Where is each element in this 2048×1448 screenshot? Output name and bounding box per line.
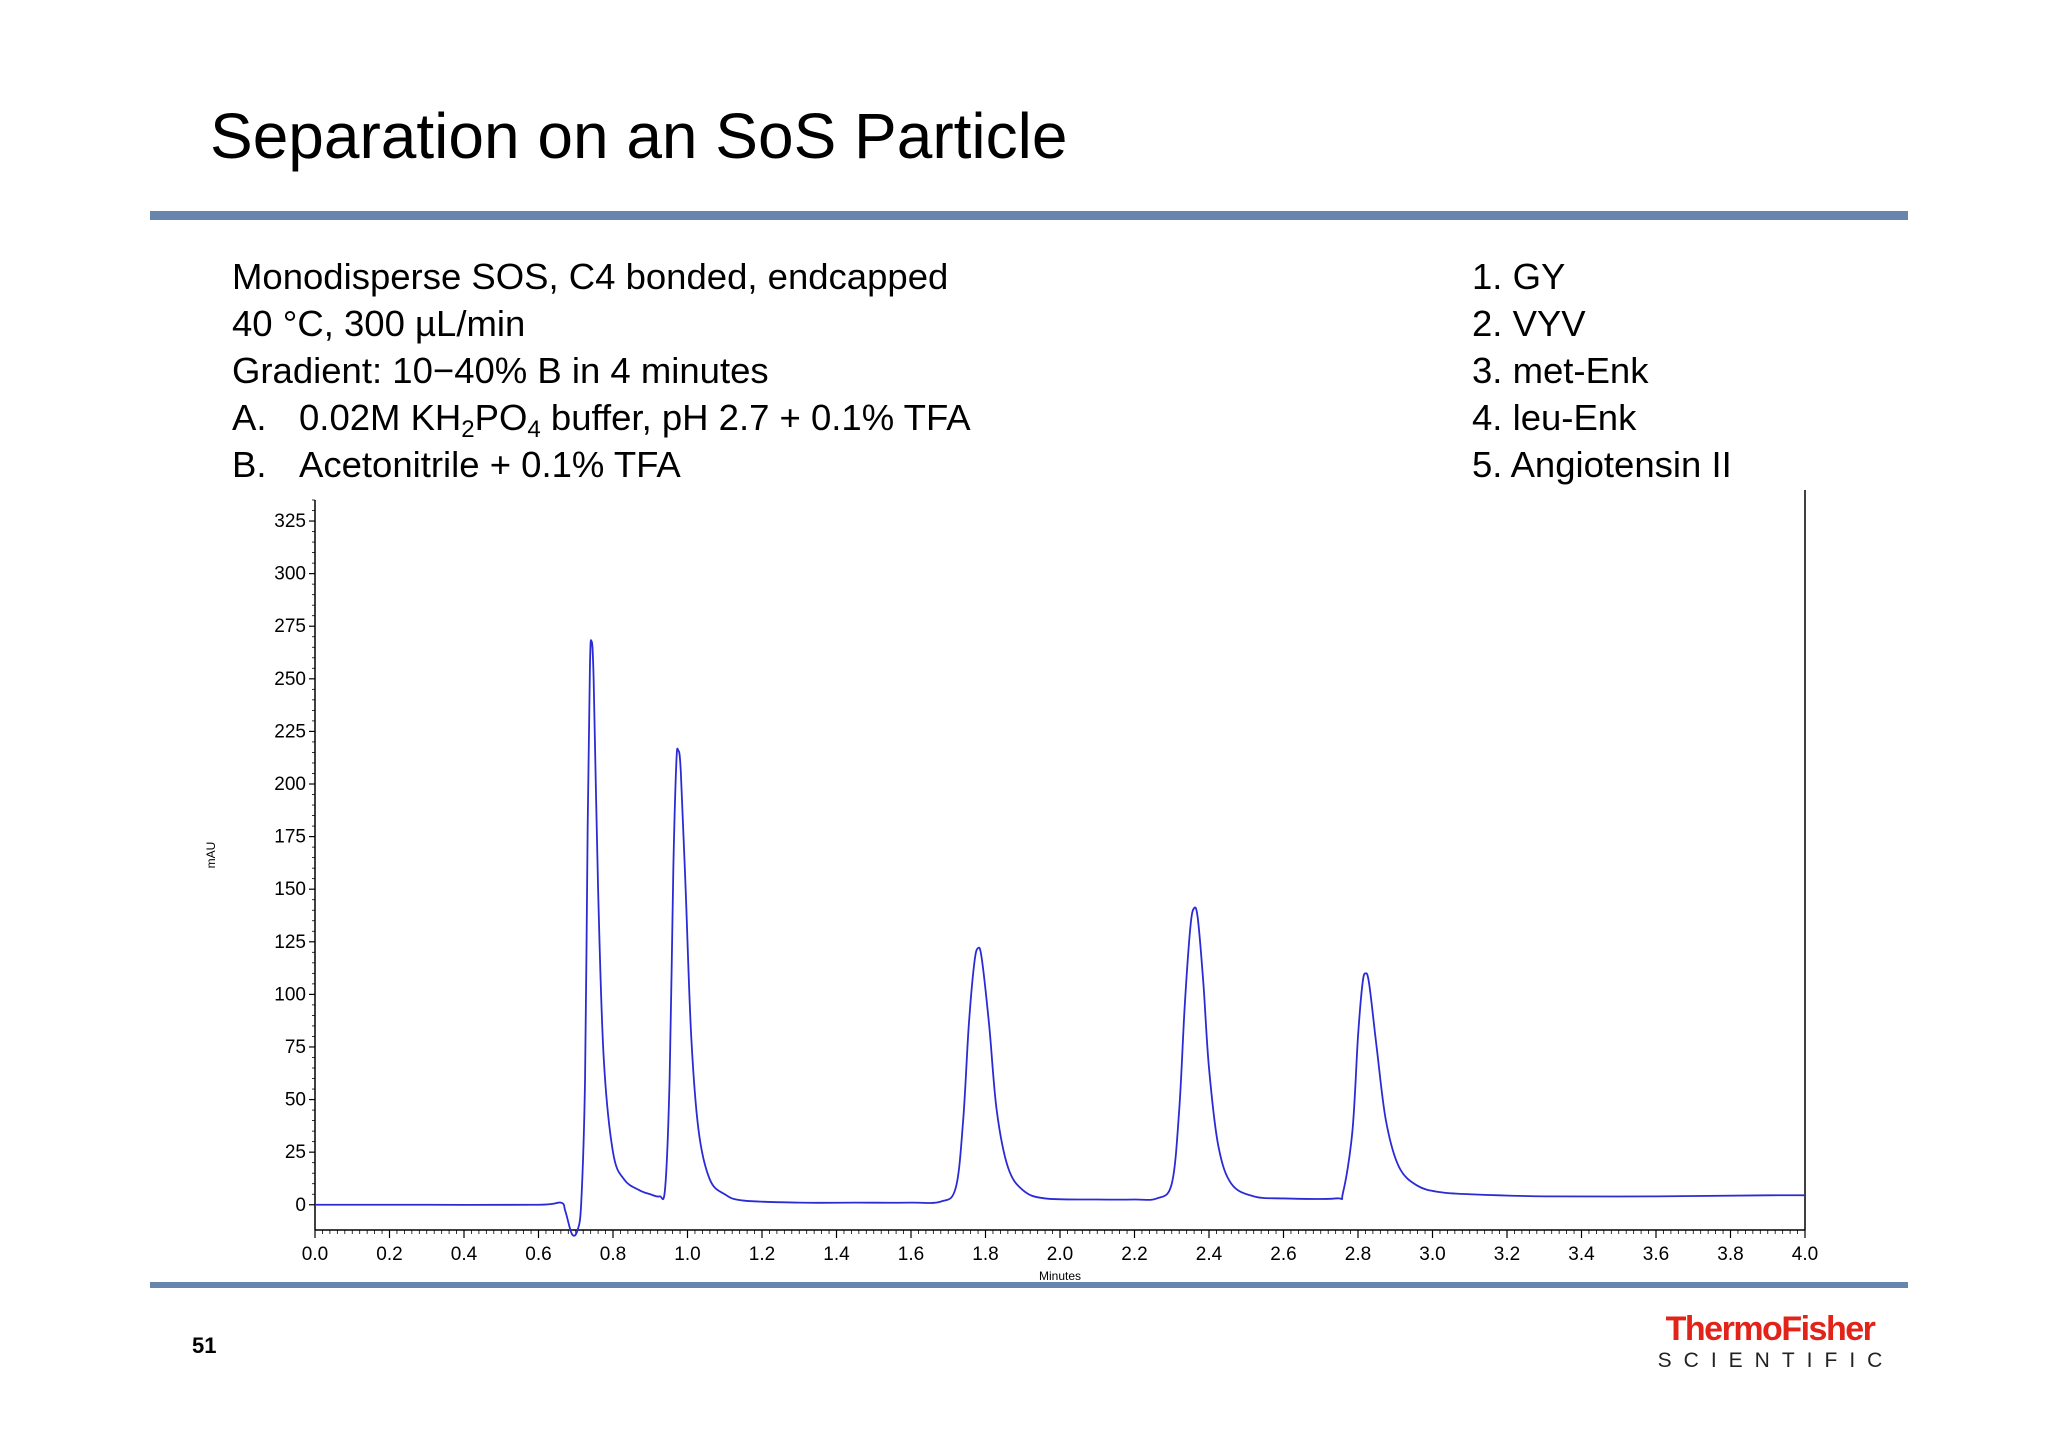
y-tick-label: 325 bbox=[274, 511, 306, 532]
x-tick-label: 0.4 bbox=[451, 1244, 478, 1265]
chromatogram-trace bbox=[314, 639, 1806, 1237]
y-tick-label: 25 bbox=[285, 1142, 306, 1163]
logo-wordmark: ThermoFisher bbox=[1665, 1310, 1876, 1348]
x-tick-label: 0.2 bbox=[376, 1244, 402, 1265]
y-tick-label: 125 bbox=[274, 932, 306, 953]
title-divider bbox=[150, 211, 1908, 220]
peak-list-item: 4. leu-Enk bbox=[1472, 397, 1637, 438]
x-tick-label: 2.2 bbox=[1121, 1244, 1147, 1265]
x-tick-label: 3.0 bbox=[1419, 1244, 1445, 1265]
method-conditions: Monodisperse SOS, C4 bonded, endcapped 4… bbox=[232, 253, 971, 488]
y-tick-label: 0 bbox=[295, 1195, 306, 1216]
page-number: 51 bbox=[192, 1333, 217, 1358]
peak-list-item: 1. GY bbox=[1472, 256, 1566, 297]
temperature-flow-rate: 40 °C, 300 µL/min bbox=[232, 303, 526, 344]
x-tick-label: 1.2 bbox=[749, 1244, 775, 1265]
mobile-phase-a-text-1: 0.02M KH bbox=[299, 397, 462, 438]
y-tick-label: 175 bbox=[274, 827, 306, 848]
x-tick-label: 2.4 bbox=[1196, 1244, 1223, 1265]
y-tick-label: 100 bbox=[274, 984, 306, 1005]
y-tick-label: 150 bbox=[274, 879, 306, 900]
x-tick-label: 1.8 bbox=[972, 1244, 998, 1265]
mobile-phase-a-letter: A. bbox=[232, 397, 267, 438]
mobile-phase-a-text-2: PO bbox=[474, 397, 528, 438]
mobile-phase-a-sub-2: 4 bbox=[527, 416, 541, 443]
peak-identification-list: 1. GY 2. VYV 3. met-Enk 4. leu-Enk 5. An… bbox=[1472, 253, 1732, 488]
x-tick-label: 2.8 bbox=[1345, 1244, 1371, 1265]
peak-list-item: 5. Angiotensin II bbox=[1472, 444, 1732, 485]
x-tick-label: 4.0 bbox=[1792, 1244, 1818, 1265]
x-tick-label: 1.4 bbox=[823, 1244, 850, 1265]
y-tick-label: 75 bbox=[285, 1037, 306, 1058]
mobile-phase-a-sub-1: 2 bbox=[461, 416, 475, 443]
x-tick-label: 0.0 bbox=[302, 1244, 328, 1265]
x-tick-label: 2.0 bbox=[1047, 1244, 1073, 1265]
company-logo: ThermoFisher SCIENTIFIC bbox=[1650, 1312, 1890, 1371]
footer-divider bbox=[150, 1282, 1908, 1288]
x-tick-label: 1.0 bbox=[674, 1244, 700, 1265]
column-description: Monodisperse SOS, C4 bonded, endcapped bbox=[232, 256, 949, 297]
x-tick-label: 2.6 bbox=[1270, 1244, 1296, 1265]
y-tick-label: 225 bbox=[274, 721, 306, 742]
x-tick-label: 3.8 bbox=[1717, 1244, 1743, 1265]
chromatogram-chart: 0.0 0.2 0.4 0.6 0.8 1.0 1.2 1.4 1.6 1.8 2.0 2.2 2.4 2… bbox=[204, 490, 1818, 1280]
mobile-phase-a: A. 0.02M KH2PO4 buffer, pH 2.7 + 0.1% TFA bbox=[232, 394, 971, 443]
x-tick-label: 0.6 bbox=[525, 1244, 551, 1265]
y-tick-label: 275 bbox=[274, 616, 306, 637]
x-tick-label: 1.6 bbox=[898, 1244, 924, 1265]
y-axis-label: mAU bbox=[204, 842, 218, 869]
x-tick-label: 0.8 bbox=[600, 1244, 626, 1265]
y-tick-label: 300 bbox=[274, 564, 306, 585]
mobile-phase-b-text: Acetonitrile + 0.1% TFA bbox=[299, 444, 681, 485]
y-tick-label: 200 bbox=[274, 774, 306, 795]
slide-title: Separation on an SoS Particle bbox=[210, 100, 1068, 172]
x-tick-label: 3.2 bbox=[1494, 1244, 1520, 1265]
mobile-phase-a-text-3: buffer, pH 2.7 + 0.1% TFA bbox=[540, 397, 971, 438]
y-tick-label: 50 bbox=[285, 1090, 306, 1111]
peak-list-item: 3. met-Enk bbox=[1472, 350, 1649, 391]
mobile-phase-b: B. Acetonitrile + 0.1% TFA bbox=[232, 441, 971, 488]
x-tick-label: 3.6 bbox=[1643, 1244, 1669, 1265]
x-axis-label: Minutes bbox=[1039, 1269, 1081, 1280]
peak-list-item: 2. VYV bbox=[1472, 303, 1586, 344]
logo-subtitle: SCIENTIFIC bbox=[1657, 1349, 1895, 1372]
gradient-description: Gradient: 10−40% B in 4 minutes bbox=[232, 350, 769, 391]
mobile-phase-b-letter: B. bbox=[232, 444, 267, 485]
y-tick-label: 250 bbox=[274, 669, 306, 690]
x-tick-label: 3.4 bbox=[1568, 1244, 1595, 1265]
